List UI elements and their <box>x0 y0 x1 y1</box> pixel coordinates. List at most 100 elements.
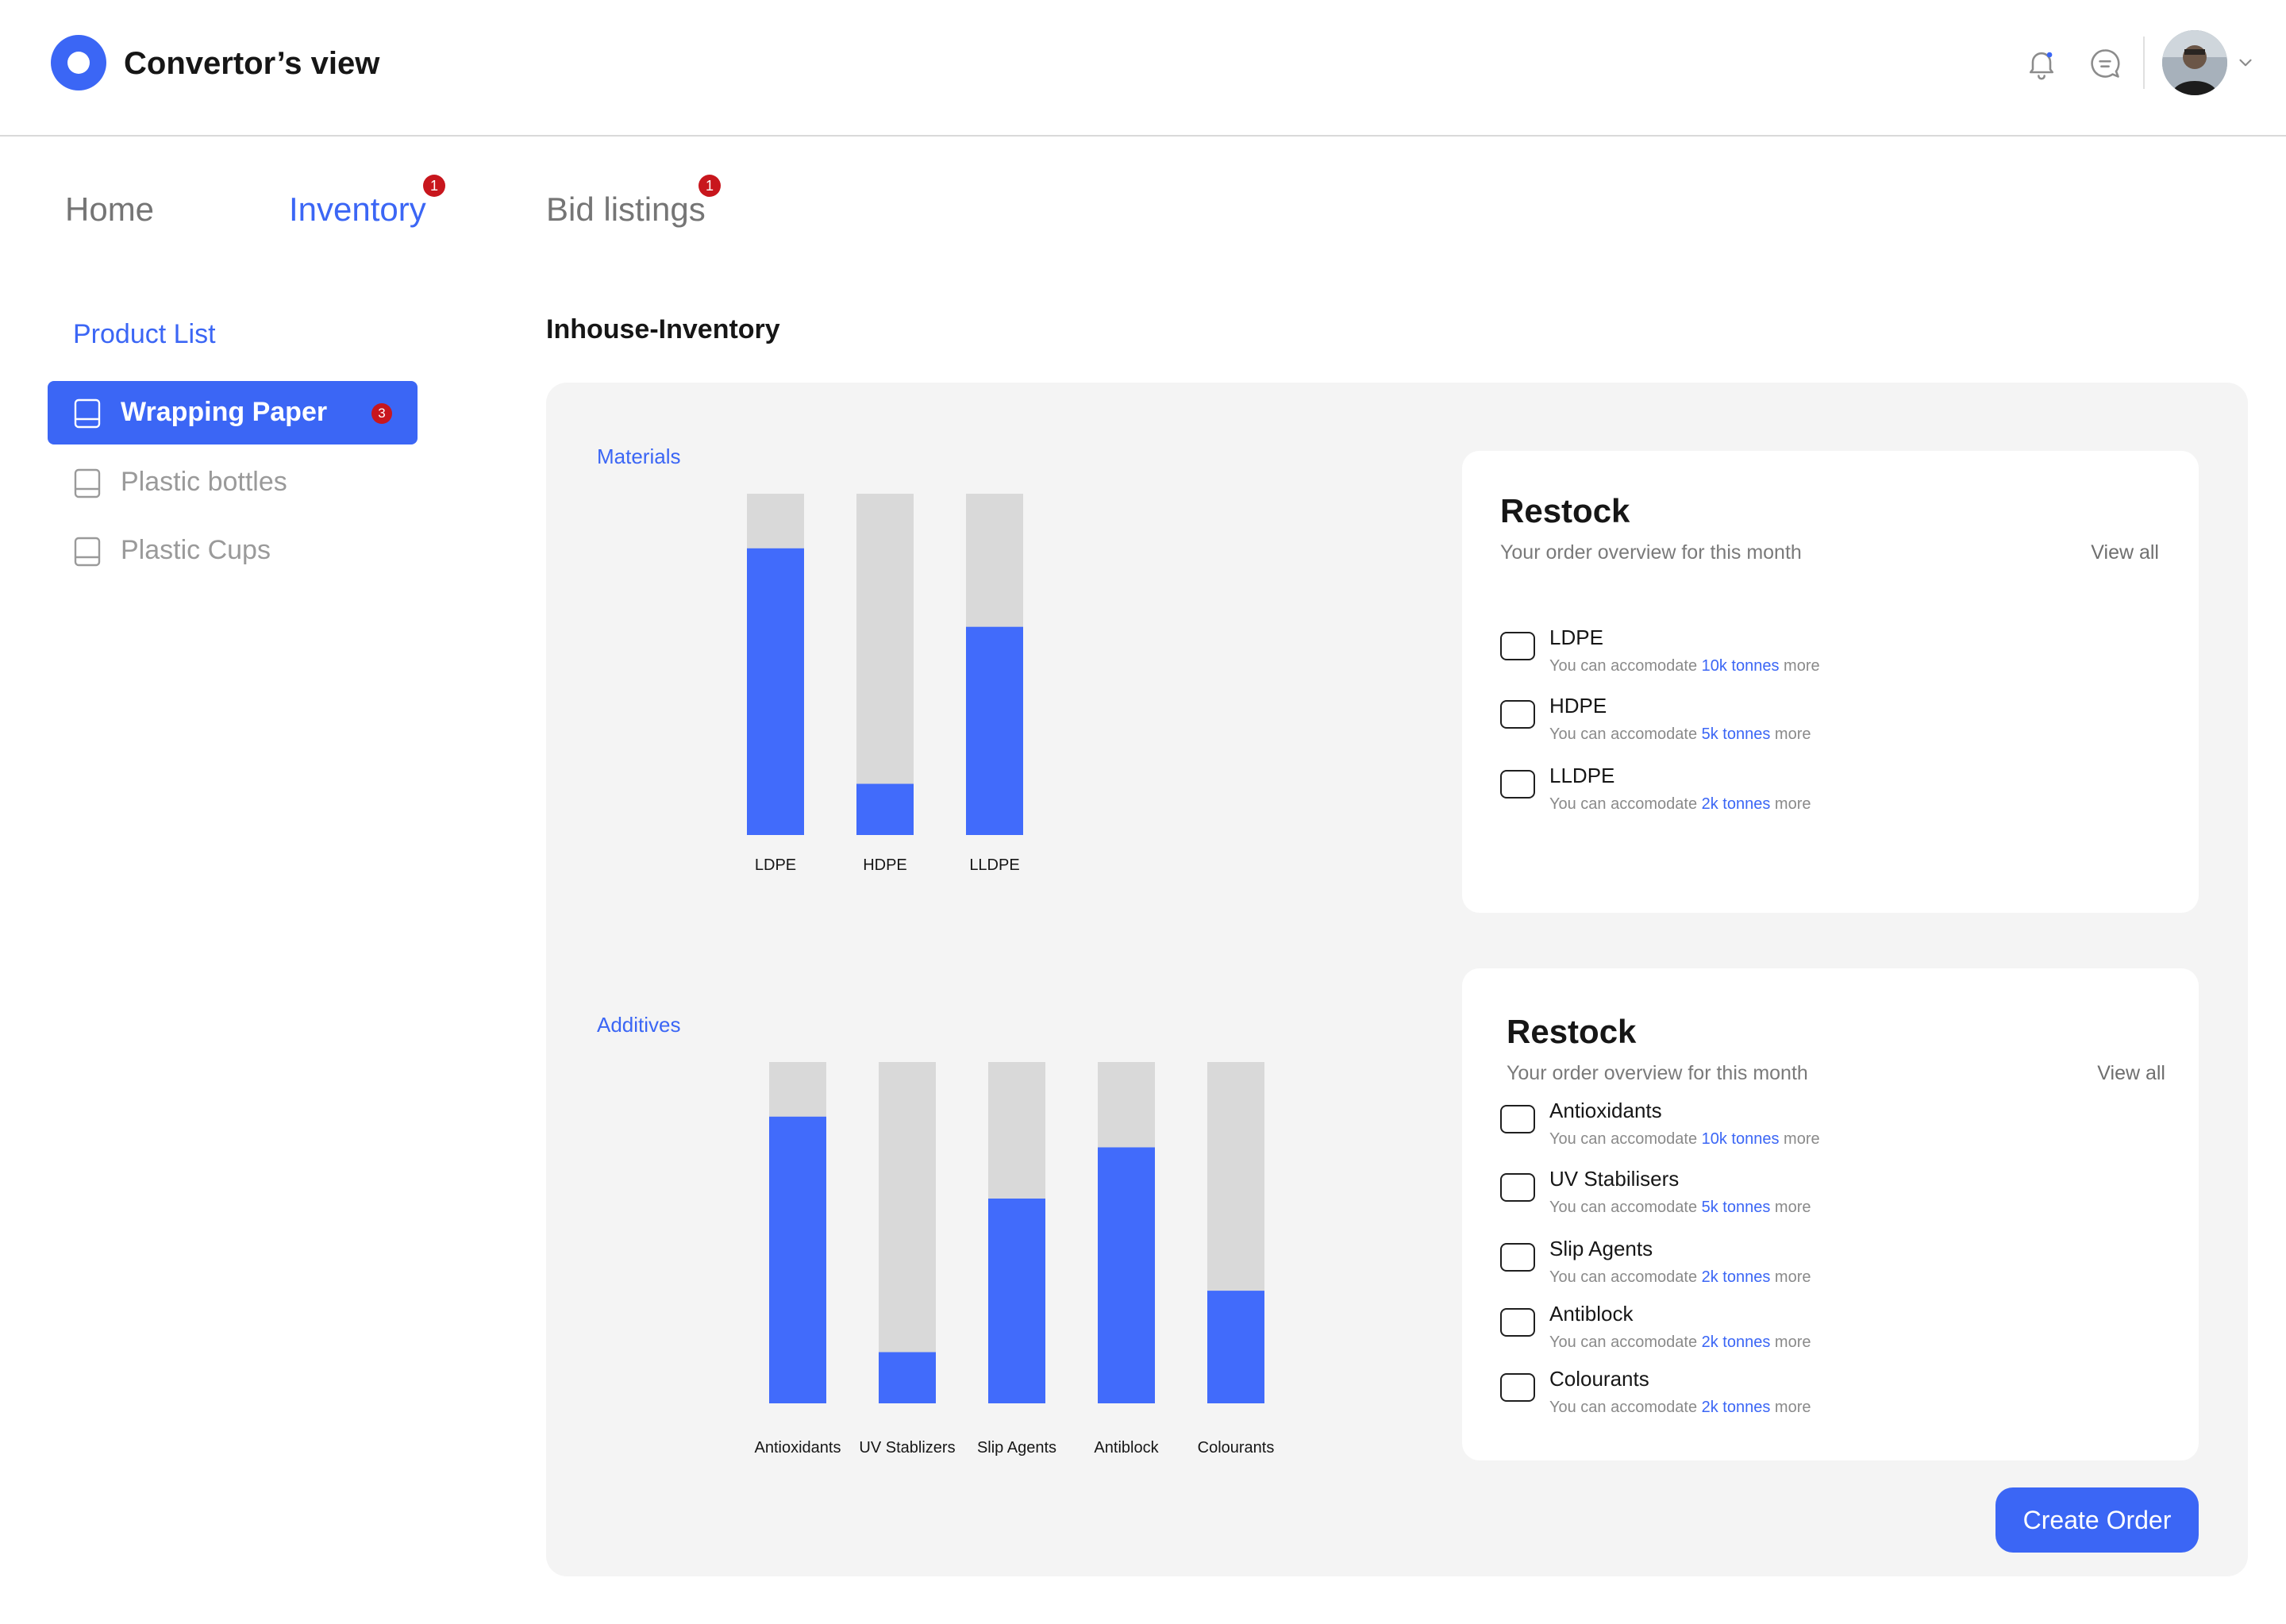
value-bar <box>1207 1291 1264 1403</box>
chevron-down-icon[interactable] <box>2235 52 2256 73</box>
restock-subtitle: Your order overview for this month <box>1507 1062 1808 1084</box>
restock-item-note: You can accomodate 2k tonnes more <box>1549 1333 1811 1351</box>
restock-item-name: Antioxidants <box>1549 1099 1662 1122</box>
restock-item-name: HDPE <box>1549 694 1607 718</box>
capacity-bar <box>879 1062 936 1403</box>
restock-title: Restock <box>1507 1013 1637 1050</box>
restock-amount: 10k tonnes <box>1701 1130 1780 1148</box>
restock-checkbox[interactable] <box>1500 1308 1535 1337</box>
restock-item-name: Colourants <box>1549 1367 1649 1391</box>
value-bar <box>1098 1147 1155 1403</box>
app-logo <box>51 35 106 90</box>
restock-item-note: You can accomodate 5k tonnes more <box>1549 725 1811 743</box>
restock-checkbox[interactable] <box>1500 770 1535 799</box>
restock-card-additives: Restock Your order overview for this mon… <box>1462 968 2199 1460</box>
x-tick-label: HDPE <box>863 856 907 873</box>
restock-checkbox[interactable] <box>1500 1173 1535 1202</box>
restock-checkbox[interactable] <box>1500 1373 1535 1402</box>
tab-inventory[interactable]: Inventory <box>289 190 426 228</box>
x-tick-label: Slip Agents <box>977 1439 1056 1457</box>
additives-chart-title: Additives <box>597 1013 681 1037</box>
x-tick-label: LDPE <box>755 856 796 873</box>
document-icon <box>74 468 101 498</box>
materials-chart-svg: LDPE HDPE LLDPE <box>747 494 1023 873</box>
tab-bid-listings-badge: 1 <box>698 175 721 197</box>
value-bar <box>856 783 914 835</box>
restock-item: HDPE You can accomodate 5k tonnes more <box>1500 694 2151 757</box>
x-tick-label: Colourants <box>1198 1439 1275 1457</box>
restock-card-materials: Restock Your order overview for this mon… <box>1462 451 2199 913</box>
restock-amount: 2k tonnes <box>1701 1268 1771 1286</box>
restock-subtitle: Your order overview for this month <box>1500 541 1802 564</box>
value-bar <box>988 1199 1045 1403</box>
restock-amount: 10k tonnes <box>1701 657 1780 675</box>
tab-inventory-badge: 1 <box>423 175 445 197</box>
restock-item-note: You can accomodate 2k tonnes more <box>1549 1399 1811 1416</box>
value-bar <box>769 1116 826 1403</box>
restock-amount: 5k tonnes <box>1701 1199 1771 1216</box>
restock-title: Restock <box>1500 492 1630 529</box>
x-tick-label: Antiblock <box>1094 1439 1159 1457</box>
restock-item-note: You can accomodate 10k tonnes more <box>1549 657 1820 675</box>
document-icon <box>74 537 101 567</box>
app-title: Convertor’s view <box>124 46 380 81</box>
page-title: Inhouse-Inventory <box>546 314 780 344</box>
restock-item-note: You can accomodate 2k tonnes more <box>1549 1268 1811 1286</box>
sidebar-item-label: Wrapping Paper <box>121 397 328 427</box>
restock-amount: 5k tonnes <box>1701 725 1771 743</box>
restock-amount: 2k tonnes <box>1701 1333 1771 1351</box>
restock-item: LLDPE You can accomodate 2k tonnes more <box>1500 764 2151 827</box>
tab-bid-listings[interactable]: Bid listings <box>546 190 706 228</box>
chat-icon[interactable] <box>2088 46 2122 81</box>
product-list-title: Product List <box>73 319 216 349</box>
view-all-link[interactable]: View all <box>2097 1062 2165 1084</box>
restock-checkbox[interactable] <box>1500 1243 1535 1272</box>
sidebar-item-plastic-bottles[interactable]: Plastic bottles <box>48 451 418 514</box>
additives-chart-svg: Antioxidants UV Stablizers Slip Agents Anti… <box>755 1062 1275 1457</box>
header-divider <box>2143 37 2145 89</box>
restock-item-name: UV Stabilisers <box>1549 1167 1680 1191</box>
restock-item-note: You can accomodate 5k tonnes more <box>1549 1199 1811 1216</box>
restock-item-name: Slip Agents <box>1549 1237 1653 1260</box>
sidebar-item-badge: 3 <box>371 403 392 424</box>
value-bar <box>747 548 804 835</box>
restock-item: Antioxidants You can accomodate 10k tonn… <box>1500 1099 2151 1162</box>
top-header: Convertor’s view <box>0 0 2286 137</box>
view-all-link[interactable]: View all <box>2091 541 2159 564</box>
create-order-button[interactable]: Create Order <box>1995 1487 2199 1553</box>
restock-item-name: LDPE <box>1549 625 1603 649</box>
materials-chart: Materials LDPE HDPE LLDPE <box>597 444 1391 873</box>
sidebar-item-plastic-cups[interactable]: Plastic Cups <box>48 519 418 583</box>
bell-icon[interactable] <box>2024 46 2059 81</box>
restock-item: UV Stabilisers You can accomodate 5k ton… <box>1500 1167 2151 1230</box>
tab-home[interactable]: Home <box>65 190 155 228</box>
restock-item-name: LLDPE <box>1549 764 1615 787</box>
additives-chart: Additives Antioxidants UV Stablizers Slip … <box>597 1013 1391 1457</box>
sidebar-item-wrapping-paper[interactable]: Wrapping Paper 3 <box>48 381 418 444</box>
restock-item: Antiblock You can accomodate 2k tonnes m… <box>1500 1302 2151 1365</box>
restock-item: Slip Agents You can accomodate 2k tonnes… <box>1500 1237 2151 1300</box>
materials-chart-title: Materials <box>597 444 681 468</box>
restock-item-note: You can accomodate 10k tonnes more <box>1549 1130 1820 1148</box>
capacity-bar <box>856 494 914 835</box>
document-icon <box>74 398 101 429</box>
restock-item: LDPE You can accomodate 10k tonnes more <box>1500 625 2151 689</box>
restock-checkbox[interactable] <box>1500 1105 1535 1133</box>
restock-item-name: Antiblock <box>1549 1302 1634 1326</box>
restock-item-note: You can accomodate 2k tonnes more <box>1549 795 1811 813</box>
sidebar-item-label: Plastic Cups <box>121 535 271 565</box>
x-tick-label: UV Stablizers <box>859 1439 955 1457</box>
value-bar <box>879 1352 936 1403</box>
x-tick-label: Antioxidants <box>755 1439 841 1457</box>
restock-amount: 2k tonnes <box>1701 795 1771 813</box>
restock-checkbox[interactable] <box>1500 632 1535 660</box>
restock-amount: 2k tonnes <box>1701 1399 1771 1416</box>
avatar[interactable] <box>2162 30 2227 95</box>
inventory-panel: Materials LDPE HDPE LLDPE Additives Antiox… <box>546 383 2248 1576</box>
restock-item: Colourants You can accomodate 2k tonnes … <box>1500 1367 2151 1430</box>
value-bar <box>966 626 1023 835</box>
sidebar-item-label: Plastic bottles <box>121 467 287 497</box>
user-avatar-icon <box>2162 30 2227 95</box>
restock-checkbox[interactable] <box>1500 700 1535 729</box>
x-tick-label: LLDPE <box>969 856 1019 873</box>
